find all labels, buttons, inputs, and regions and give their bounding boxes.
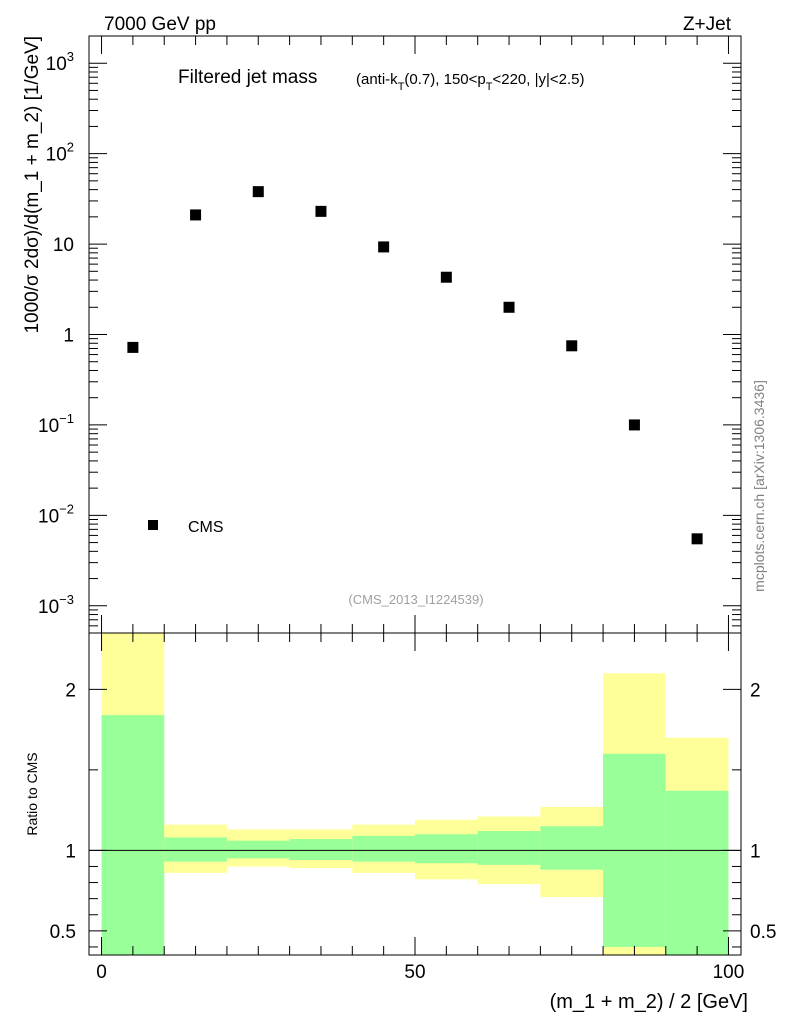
title-main: Filtered jet mass bbox=[178, 67, 317, 88]
ratio-y-tick-label: 1 bbox=[65, 841, 76, 862]
side-credit-label: mcplots.cern.ch [arXiv:1306.3436] bbox=[751, 380, 767, 592]
x-tick-label: 100 bbox=[713, 962, 745, 983]
data-point-cms bbox=[378, 241, 390, 253]
main-plot-title: Filtered jet mass bbox=[178, 67, 317, 88]
ratio-y-tick-label: 0.5 bbox=[50, 922, 76, 943]
header-energy-label: 7000 GeV pp bbox=[104, 14, 216, 35]
data-point-cms bbox=[440, 271, 452, 283]
ratio-y-tick-label-right: 1 bbox=[750, 841, 761, 862]
ratio-band-green bbox=[477, 831, 541, 865]
main-data-points bbox=[127, 186, 703, 545]
ratio-y-tick-label-right: 2 bbox=[750, 680, 761, 701]
main-plot-title-detail: (anti-kT(0.7), 150<pT<220, |y|<2.5) bbox=[356, 71, 585, 93]
ratio-band-green bbox=[415, 834, 478, 864]
ratio-band-green bbox=[352, 835, 415, 862]
ratio-uncertainty-bands bbox=[101, 633, 729, 955]
data-point-cms bbox=[691, 533, 703, 545]
data-point-cms bbox=[190, 209, 202, 221]
header-process-label: Z+Jet bbox=[683, 14, 732, 35]
ratio-y-tick-label: 2 bbox=[65, 680, 76, 701]
ratio-axis-ticks bbox=[89, 633, 741, 955]
main-y-axis-label: 1000/σ 2dσ)/d(m_1 + m_2) [1/GeV] bbox=[22, 36, 43, 334]
ratio-band-green bbox=[289, 839, 353, 861]
main-y-tick-label: 102 bbox=[46, 140, 74, 166]
main-y-tick-label: 10−2 bbox=[38, 501, 74, 527]
legend-marker-cms bbox=[148, 520, 158, 530]
data-point-cms bbox=[127, 341, 139, 353]
main-y-tick-label: 103 bbox=[46, 49, 74, 75]
main-plot-frame bbox=[88, 35, 742, 634]
ratio-y-tick-labels: 0.5 0.5 1 1 2 2 bbox=[50, 680, 777, 943]
analysis-watermark: (CMS_2013_I1224539) bbox=[348, 592, 483, 607]
main-y-tick-label: 10−3 bbox=[38, 592, 74, 618]
x-tick-label: 50 bbox=[404, 962, 425, 983]
x-tick-label: 0 bbox=[96, 962, 107, 983]
ratio-y-axis-label: Ratio to CMS bbox=[24, 752, 40, 835]
ratio-band-green bbox=[540, 826, 604, 870]
data-point-cms bbox=[315, 205, 327, 217]
x-axis-label: (m_1 + m_2) / 2 [GeV] bbox=[550, 991, 748, 1013]
ratio-band-green bbox=[665, 790, 729, 955]
main-y-tick-label: 1 bbox=[63, 326, 74, 347]
data-point-cms bbox=[566, 340, 578, 352]
main-axis-ticks bbox=[89, 35, 741, 634]
ratio-band-green bbox=[164, 837, 227, 862]
x-tick-labels: 0 50 100 bbox=[96, 962, 744, 983]
ratio-y-tick-label-right: 0.5 bbox=[750, 922, 776, 943]
main-y-tick-label: 10−1 bbox=[38, 411, 74, 437]
ratio-plot-panel: 0.5 0.5 1 1 2 2 0 50 100 Ratio to CMS (m_1 + m_… bbox=[24, 632, 777, 1013]
data-point-cms bbox=[503, 301, 515, 313]
data-point-cms bbox=[252, 186, 264, 198]
ratio-band-green bbox=[101, 715, 165, 955]
legend-label-cms: CMS bbox=[188, 519, 224, 536]
data-point-cms bbox=[628, 419, 640, 431]
ratio-band-green bbox=[226, 840, 290, 859]
main-y-tick-label: 10 bbox=[53, 235, 74, 256]
